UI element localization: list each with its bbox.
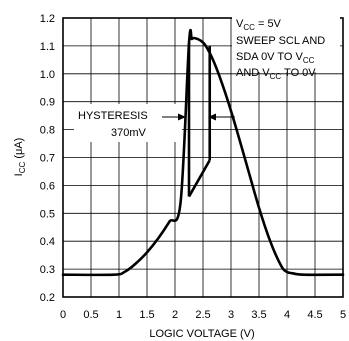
- y-tick-label: 0.4: [40, 236, 55, 248]
- y-tick-label: 0.3: [40, 264, 55, 276]
- x-tick-label: 1: [116, 309, 122, 321]
- x-axis-label: LOGIC VOLTAGE (V): [149, 328, 254, 340]
- x-tick-label: 0: [60, 309, 66, 321]
- x-tick-label: 4.5: [307, 309, 322, 321]
- x-tick-label: 5: [340, 309, 346, 321]
- hysteresis-label: HYSTERESIS: [78, 110, 148, 122]
- hysteresis-arrow-left-head: [178, 113, 186, 121]
- y-tick-labels: 0.2 0.3 0.4 0.5 0.6 0.7 0.8 0.9 1.0 1.1 1.2: [40, 13, 55, 304]
- y-tick-label: 0.7: [40, 153, 55, 165]
- y-tick-label: 0.6: [40, 180, 55, 192]
- y-tick-label: 0.8: [40, 125, 55, 137]
- hysteresis-arrow-right-head: [208, 113, 216, 121]
- y-tick-label: 1.1: [40, 41, 55, 53]
- y-axis-label: ICC (μA): [13, 138, 27, 177]
- x-tick-labels: 0 0.5 1 1.5 2 2.5 3 3.5 4 4.5 5: [60, 309, 346, 321]
- x-tick-label: 3: [228, 309, 234, 321]
- plot-frame: [62, 17, 344, 298]
- sweep-line-3: AND VCC TO 0V: [236, 67, 316, 81]
- y-tick-label: 1.0: [40, 69, 55, 81]
- x-tick-label: 2.5: [195, 309, 210, 321]
- hysteresis-value: 370mV: [111, 127, 147, 139]
- vcc-annotation: VCC = 5V: [236, 18, 282, 32]
- x-tick-label: 2: [172, 309, 178, 321]
- sweep-line-2: SDA 0V TO VCC: [236, 51, 315, 65]
- icc-curve: [61, 28, 345, 277]
- y-tick-label: 0.9: [40, 97, 55, 109]
- x-tick-label: 3.5: [251, 309, 266, 321]
- x-tick-label: 4: [284, 309, 290, 321]
- x-tick-label: 0.5: [83, 309, 98, 321]
- hysteresis-lower-edge: [187, 159, 211, 198]
- annotation-background: [232, 12, 340, 72]
- x-tick-label: 1.5: [139, 309, 154, 321]
- y-tick-label: 0.5: [40, 208, 55, 220]
- y-tick-label: 0.2: [40, 292, 55, 304]
- y-tick-label: 1.2: [40, 13, 55, 25]
- hysteresis-label-background: [74, 104, 182, 142]
- sweep-line-1: SWEEP SCL AND: [236, 35, 325, 47]
